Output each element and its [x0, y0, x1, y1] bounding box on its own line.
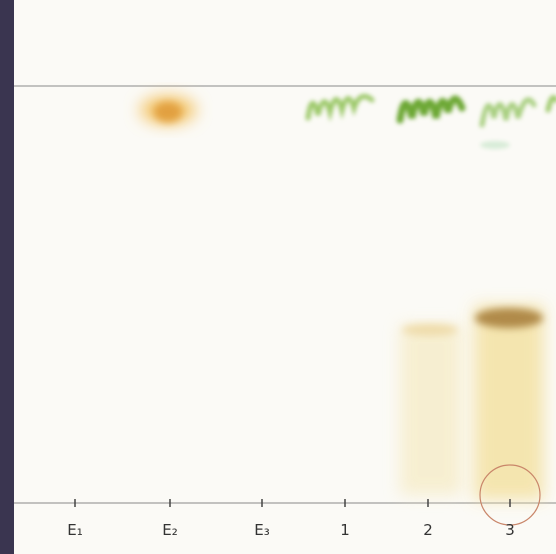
- lane-3-origin-circle: [479, 464, 541, 526]
- edge-spot: [545, 95, 556, 113]
- green-pigments: [305, 93, 556, 128]
- lane-label: 2: [423, 521, 433, 539]
- lane-label: E₂: [162, 521, 178, 539]
- plate-left-edge: [0, 0, 14, 554]
- lane-label: E₃: [254, 521, 270, 539]
- lane-2-smear: [400, 325, 462, 495]
- lane-3-smear: [474, 305, 544, 500]
- lane-label: 3: [505, 521, 515, 539]
- lane-3-band: [475, 308, 543, 328]
- lane-label: E₁: [67, 521, 83, 539]
- lane-label: 1: [340, 521, 350, 539]
- lane-2-spot: [396, 95, 466, 124]
- lane-1-spot: [305, 93, 375, 122]
- lane-3-spot: [479, 97, 537, 128]
- lane-labels: E₁ E₂ E₃ 1 2 3: [67, 499, 515, 539]
- e2-spot-core: [154, 102, 182, 122]
- lane-2-band: [402, 324, 458, 336]
- lane-3-faint-spot: [480, 141, 510, 149]
